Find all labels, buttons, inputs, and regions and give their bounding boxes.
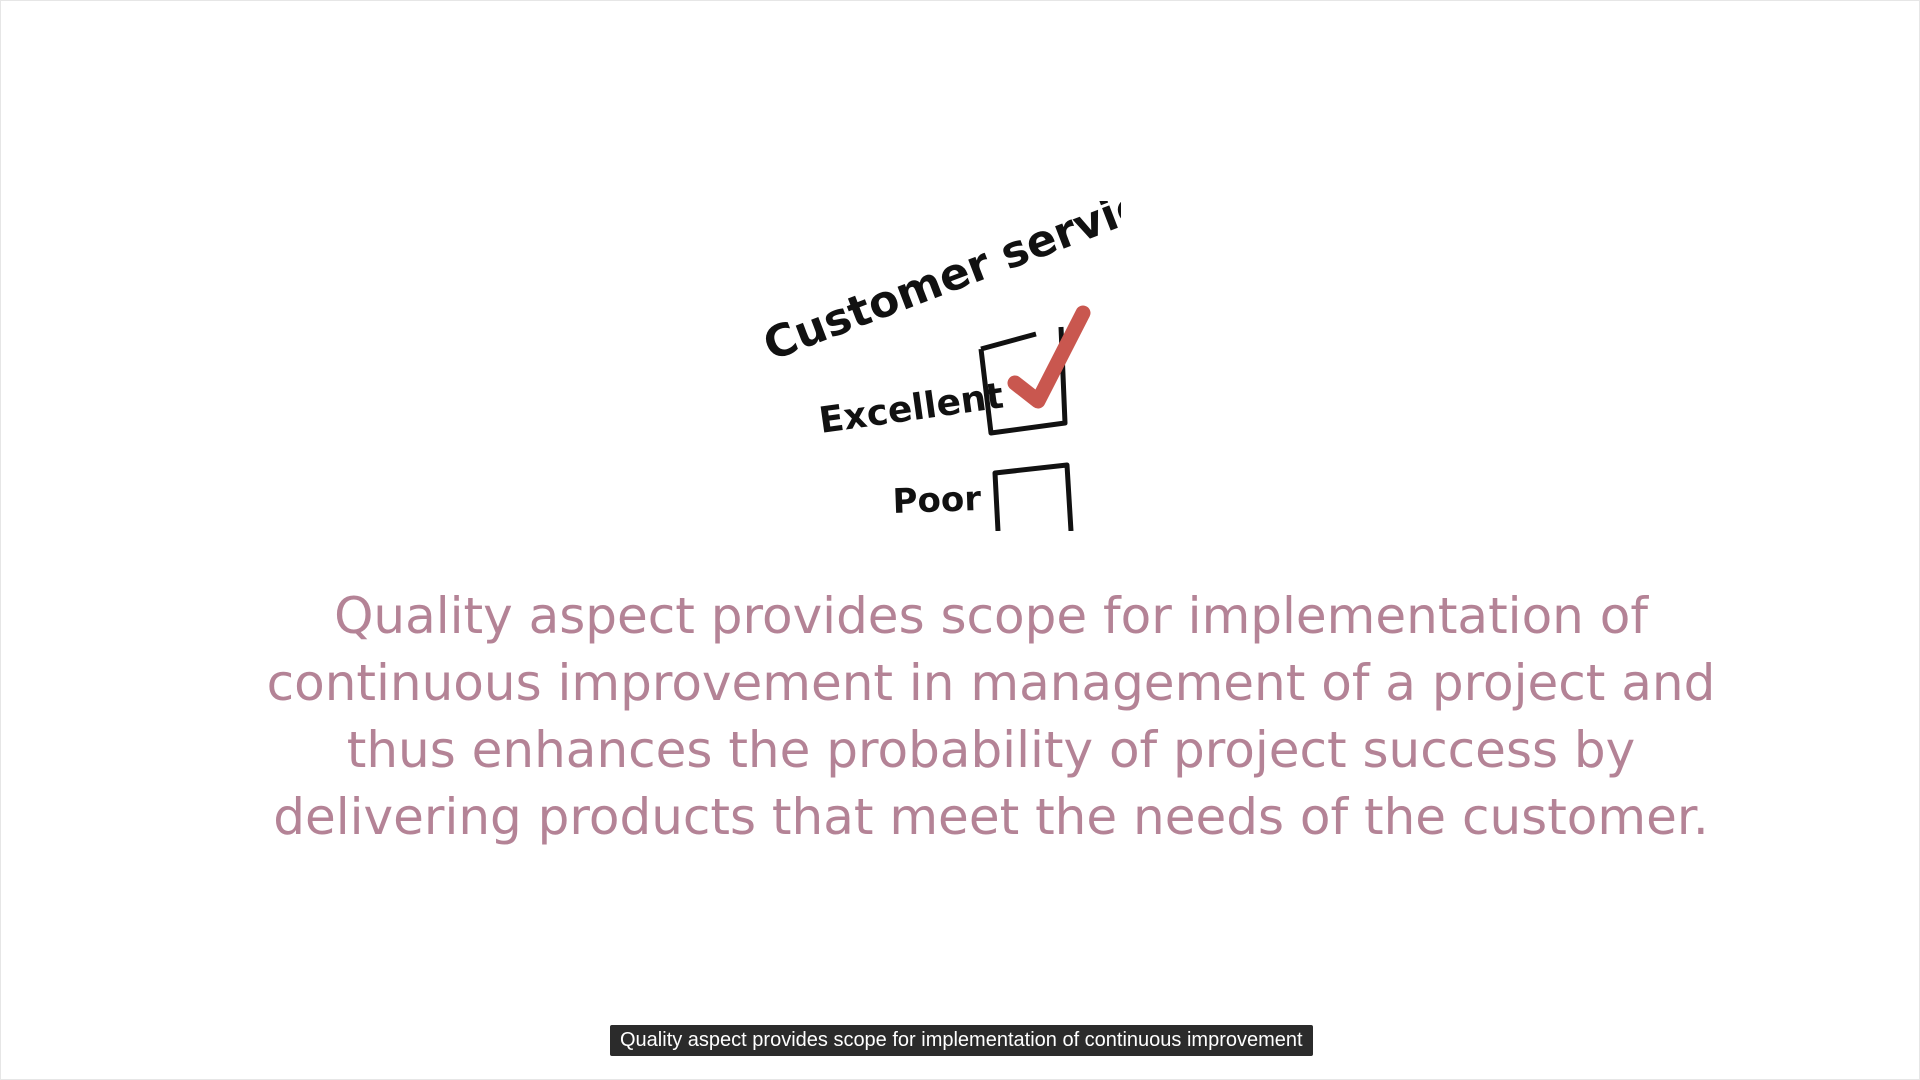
slide-body-text: Quality aspect provides scope for implem… [201, 583, 1781, 851]
poor-checkbox-icon [992, 462, 1074, 531]
option-excellent-label: Excellent [817, 375, 1006, 441]
excellent-checkbox-icon [978, 326, 1068, 436]
slide-text-line: Quality aspect provides scope for implem… [334, 587, 1648, 645]
slide-text-line: continuous improvement in management of … [266, 654, 1716, 712]
slide-text-line: thus enhances the probability of project… [346, 721, 1636, 779]
option-poor-label: Poor [892, 479, 982, 522]
customer-service-checklist-illustration: Customer service Excellent Poor [741, 201, 1121, 531]
checklist-drawing: Customer service Excellent Poor [757, 201, 1121, 531]
subtitle-caption: Quality aspect provides scope for implem… [610, 1025, 1313, 1056]
slide-text-line: delivering products that meet the needs … [273, 788, 1709, 846]
checkmark-icon [1007, 305, 1091, 409]
